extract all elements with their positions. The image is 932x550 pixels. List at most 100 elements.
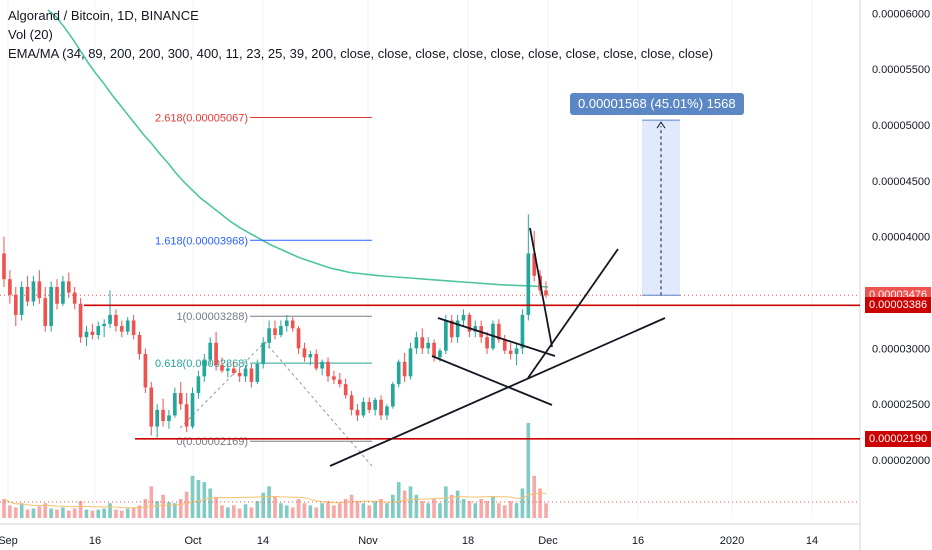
volume-bar <box>61 507 65 518</box>
x-tick-label: Dec <box>538 535 558 547</box>
trend-line <box>329 317 666 467</box>
candle-body <box>102 323 106 327</box>
candle-body <box>544 290 548 296</box>
candle-body <box>367 402 372 410</box>
candle-body <box>237 372 242 377</box>
candle-body <box>190 393 195 427</box>
volume-bar <box>497 503 501 518</box>
volume-bar <box>326 501 330 518</box>
candle-body <box>173 393 177 416</box>
candle-body <box>149 387 154 427</box>
volume-bar <box>302 503 307 518</box>
candle-body <box>349 395 354 410</box>
candle-body <box>396 361 401 385</box>
candle-body <box>114 314 118 327</box>
candle-body <box>90 331 95 335</box>
volume-bar <box>332 505 336 518</box>
volume-bar <box>320 503 324 518</box>
volume-bar <box>343 499 348 518</box>
candle-body <box>296 328 301 349</box>
volume-bar <box>514 503 519 518</box>
volume-ma-line <box>3 492 546 509</box>
x-tick-label: Oct <box>184 535 201 547</box>
fib-level-label: 2.618(0.00005067) <box>155 113 248 125</box>
volume-bar <box>438 503 442 518</box>
volume-bar <box>149 486 154 518</box>
candle-body <box>131 320 136 335</box>
volume-bar <box>25 509 30 518</box>
volume-bar <box>532 475 537 518</box>
chart-legend: Algorand / Bitcoin, 1D, BINANCE Vol (20)… <box>8 6 713 63</box>
volume-bar <box>119 510 124 518</box>
candle-body <box>314 353 319 369</box>
volume-bar <box>125 508 130 518</box>
ema-line <box>349 271 549 288</box>
volume-bar <box>55 509 59 518</box>
candle-body <box>2 253 6 280</box>
volume-bar <box>355 501 360 518</box>
volume-bar <box>43 503 48 518</box>
volume-bar <box>2 499 6 518</box>
volume-bar <box>290 507 295 518</box>
candle-body <box>485 337 489 349</box>
candle-body <box>243 368 248 377</box>
candle-body <box>455 320 460 338</box>
y-tick-label: 0.00004500 <box>872 176 930 188</box>
candle-body <box>284 320 289 327</box>
fib-level-label: 1(0.00003288) <box>176 311 248 323</box>
volume-bar <box>526 423 531 518</box>
x-tick-label: 14 <box>806 535 818 547</box>
candle-body <box>226 368 230 371</box>
candle-body <box>438 350 442 358</box>
trend-line <box>431 355 553 406</box>
candle-body <box>532 253 537 276</box>
x-tick-label: 14 <box>257 535 269 547</box>
volume-bar <box>249 507 254 518</box>
volume-bar <box>473 503 478 518</box>
candle-body <box>49 286 53 327</box>
volume-bar <box>284 505 289 518</box>
x-tick-label: 2020 <box>720 535 744 547</box>
candle-body <box>8 279 12 295</box>
candle-body <box>155 409 160 427</box>
volume-bar <box>261 492 266 518</box>
candle-body <box>449 320 454 338</box>
y-tick-label: 0.00004000 <box>872 232 930 244</box>
candle-body <box>13 294 18 315</box>
volume-bar <box>72 508 77 518</box>
x-tick-label: Nov <box>358 535 378 547</box>
candle-body <box>514 348 519 354</box>
candle-body <box>526 253 531 315</box>
volume-bar <box>273 496 277 518</box>
y-tick-label: 0.00002500 <box>872 399 930 411</box>
volume-bar <box>479 499 484 518</box>
candle-body <box>255 364 260 382</box>
volume-bar <box>408 486 413 518</box>
volume-bar <box>178 499 183 518</box>
volume-bar <box>108 503 112 518</box>
volume-bar <box>461 499 466 518</box>
volume-bar <box>237 508 242 518</box>
candle-body <box>66 281 71 293</box>
candle-body <box>184 404 189 427</box>
candle-body <box>96 326 101 335</box>
candle-body <box>137 334 142 354</box>
candle-body <box>208 342 213 360</box>
legend-ema: EMA/MA (34, 89, 200, 200, 300, 400, 11, … <box>8 46 714 61</box>
volume-bar <box>455 490 460 518</box>
volume-bar <box>184 491 189 518</box>
volume-bar <box>208 488 213 518</box>
volume-bar <box>467 501 472 518</box>
fib-level-label: 1.618(0.00003968) <box>155 235 248 247</box>
volume-bar <box>432 499 436 518</box>
volume-bar <box>84 509 89 518</box>
ema-line <box>47 9 351 274</box>
candle-body <box>61 281 65 304</box>
volume-bar <box>8 505 12 518</box>
candle-body <box>202 359 207 377</box>
candle-body <box>125 320 130 332</box>
volume-bar <box>337 503 342 518</box>
measure-label: 0.00001568 (45.01%) 1568 <box>570 93 744 115</box>
volume-bar <box>202 482 207 518</box>
